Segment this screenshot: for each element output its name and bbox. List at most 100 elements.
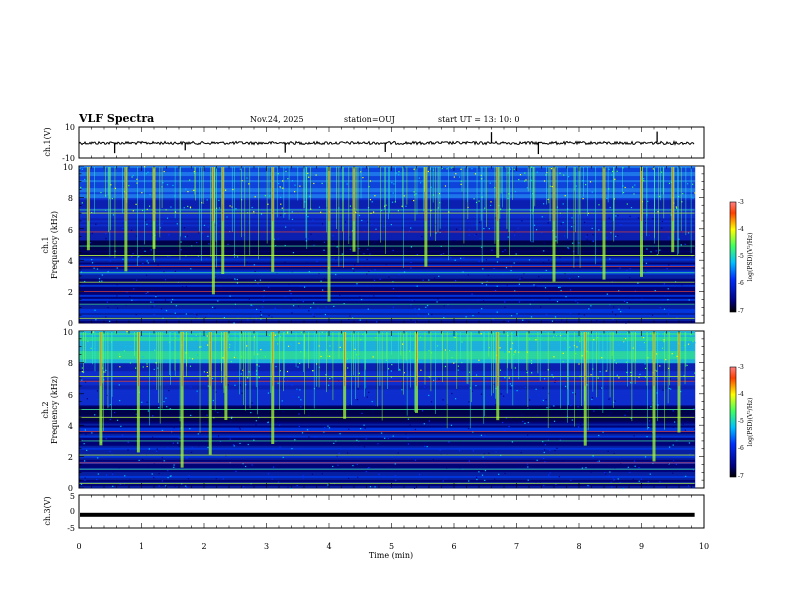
- spec2-noise: [676, 355, 678, 358]
- spec2-noise: [617, 426, 619, 428]
- spec2-noise: [480, 333, 482, 335]
- spec2-noise: [242, 486, 245, 488]
- spec1-noise: [135, 235, 137, 237]
- spec1-noise: [559, 286, 561, 288]
- spec1-noise: [157, 285, 159, 287]
- spec2-noise: [627, 410, 629, 413]
- ch2-spectrogram-panel: 10 8 6 4 2 0 ch.2 Frequency (kHz): [41, 328, 705, 493]
- spec2-noise: [155, 391, 157, 394]
- spec1-noise: [481, 282, 483, 285]
- spec1-noise: [260, 318, 262, 320]
- spec2-band: [79, 337, 696, 340]
- spec2-noise: [118, 384, 120, 386]
- spec1-noise: [562, 221, 564, 224]
- spec2-noise: [556, 447, 558, 450]
- spec2-noise: [94, 348, 96, 350]
- spec1-noise: [504, 301, 506, 303]
- spec1-noise: [163, 271, 165, 273]
- spec1-noise: [95, 223, 97, 225]
- spec2-noise: [173, 464, 175, 466]
- spec2-band: [79, 483, 696, 487]
- spec2-noise: [279, 370, 281, 372]
- spec2-noise: [449, 349, 451, 352]
- spec2-noise: [639, 373, 641, 376]
- spec2-noise: [189, 428, 191, 430]
- spec2-noise: [167, 447, 169, 449]
- spec1-noise: [626, 203, 628, 205]
- spec1-noise: [84, 178, 86, 181]
- spec1-noise: [496, 285, 498, 287]
- spec2-noise: [524, 386, 527, 388]
- spec1-noise: [450, 167, 452, 169]
- spec2-noise: [349, 404, 351, 406]
- spec1-noise: [403, 195, 405, 197]
- spec1-noise: [427, 170, 429, 173]
- spec2-noise: [179, 437, 181, 439]
- spec2-noise: [442, 399, 444, 401]
- spec1-band: [79, 200, 696, 203]
- spec2-noise: [206, 371, 208, 374]
- ch1-cb-tick-m3: -3: [738, 199, 744, 206]
- spec2-noise: [163, 409, 165, 411]
- spec2-noise: [510, 348, 512, 350]
- ch3-waveform-panel: 5 0 -5 ch.3(V): [43, 492, 705, 533]
- spec2-noise: [260, 349, 262, 351]
- spec2-noise: [107, 435, 110, 438]
- spec2-noise: [529, 396, 532, 398]
- ch2-spec-ytick-6: 6: [68, 391, 73, 400]
- spec2-noise: [123, 350, 126, 352]
- spec2-noise: [677, 455, 679, 458]
- spec1-noise: [540, 306, 542, 308]
- spec2-noise: [195, 334, 197, 336]
- spec2-noise: [601, 387, 603, 389]
- spec1-noise: [367, 248, 369, 250]
- spec1-noise: [262, 300, 265, 302]
- spec2-noise: [354, 348, 356, 350]
- spec2-noise: [546, 407, 548, 409]
- spec1-noise: [110, 184, 112, 186]
- spec2-noise: [390, 376, 392, 378]
- spec1-noise: [234, 278, 236, 280]
- spec1-noise: [520, 315, 522, 317]
- spec2-noise: [291, 384, 293, 386]
- spec1-band: [79, 186, 696, 189]
- spec2-noise: [548, 474, 550, 476]
- spec1-noise: [403, 271, 406, 273]
- spec2-noise: [646, 439, 648, 441]
- spec2-noise: [162, 461, 164, 463]
- spec2-noise: [508, 425, 510, 428]
- spec2-noise: [562, 361, 564, 363]
- spec2-noise: [682, 420, 684, 422]
- spec2-noise: [690, 334, 692, 336]
- spec1-noise: [166, 217, 169, 219]
- spec1-band: [79, 270, 696, 273]
- spec2-noise: [391, 363, 393, 366]
- spec1-noise: [325, 306, 327, 308]
- spec2-noise: [279, 439, 282, 441]
- spec2-noise: [300, 406, 302, 408]
- spec1-noise: [502, 273, 504, 275]
- spec1-noise: [141, 209, 144, 212]
- spec2-noise: [301, 432, 304, 434]
- spec1-noise: [313, 182, 315, 185]
- spec1-noise: [292, 229, 294, 231]
- spec1-band: [79, 188, 696, 191]
- spec2-noise: [602, 431, 604, 433]
- spec2-noise: [647, 427, 650, 429]
- spec1-noise: [141, 192, 143, 194]
- spec1-noise: [323, 249, 325, 251]
- spec2-noise: [108, 405, 110, 407]
- spec2-noise: [649, 473, 651, 475]
- spec1-noise: [93, 267, 95, 269]
- spec2-noise: [438, 378, 440, 380]
- spec1-noise: [391, 201, 394, 203]
- spec1-noise: [434, 277, 436, 279]
- spec2-noise: [311, 473, 314, 475]
- spec1-noise: [591, 227, 593, 230]
- spec1-noise: [260, 213, 263, 215]
- spec1-noise: [545, 174, 547, 176]
- spec2-noise: [299, 389, 301, 391]
- spec2-noise: [372, 356, 374, 358]
- spec2-noise: [169, 408, 171, 410]
- spec2-burst: [136, 332, 140, 453]
